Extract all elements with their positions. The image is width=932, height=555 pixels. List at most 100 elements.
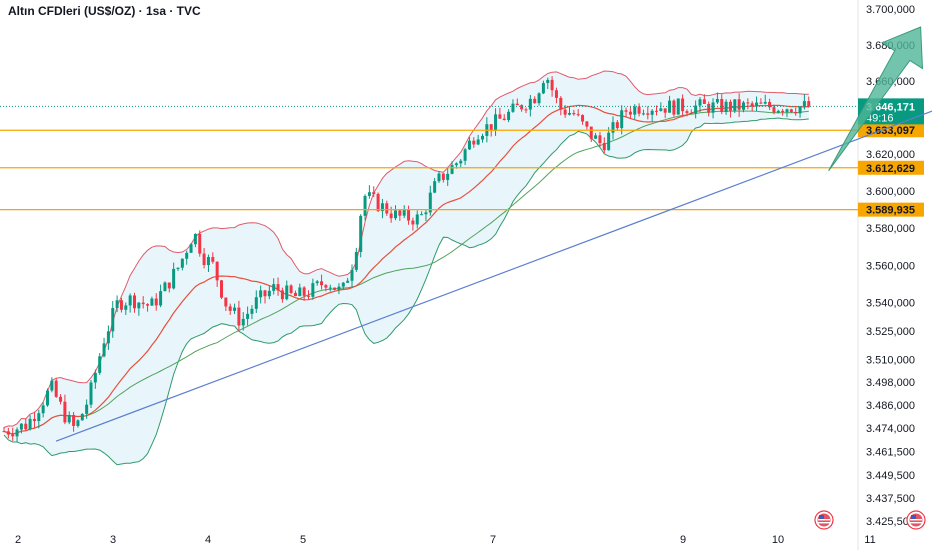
candle-body bbox=[511, 103, 515, 112]
candle bbox=[246, 306, 250, 326]
candle bbox=[124, 302, 128, 315]
candle-body bbox=[559, 97, 563, 110]
candle-body bbox=[407, 209, 411, 221]
candle-body bbox=[728, 101, 732, 111]
candle bbox=[581, 114, 585, 125]
candle bbox=[789, 108, 793, 114]
candle bbox=[11, 427, 15, 441]
candle bbox=[272, 278, 276, 295]
candle-body bbox=[19, 423, 23, 430]
candle bbox=[585, 121, 589, 130]
candle bbox=[385, 200, 389, 216]
candle bbox=[589, 126, 593, 143]
candle bbox=[41, 402, 45, 418]
candle-body bbox=[133, 295, 136, 309]
candle bbox=[572, 109, 576, 116]
candle-body bbox=[385, 203, 389, 214]
candle-body bbox=[537, 93, 541, 104]
candle bbox=[772, 104, 776, 115]
candle-body bbox=[715, 98, 719, 103]
candle-body bbox=[72, 414, 76, 426]
candle-body bbox=[11, 434, 15, 437]
candle bbox=[115, 295, 119, 313]
candle bbox=[794, 107, 798, 116]
level-label-bg bbox=[858, 202, 924, 217]
candle bbox=[763, 94, 767, 105]
candle-body bbox=[350, 269, 354, 281]
candle-body bbox=[250, 308, 254, 314]
event-marker-stripe bbox=[910, 522, 922, 524]
candle bbox=[54, 378, 58, 399]
candle bbox=[637, 103, 641, 117]
x-tick-label: 9 bbox=[680, 534, 686, 546]
candle bbox=[663, 108, 667, 119]
candle-body bbox=[46, 390, 49, 406]
candle-body bbox=[607, 132, 611, 151]
candle bbox=[6, 427, 10, 439]
candle-body bbox=[641, 113, 645, 115]
y-tick-label: 3.580,000 bbox=[866, 223, 915, 235]
bollinger-band-fill bbox=[4, 71, 809, 465]
candle-body bbox=[685, 111, 689, 113]
candle-body bbox=[346, 280, 350, 283]
candle bbox=[367, 185, 371, 199]
candle-body bbox=[228, 306, 232, 311]
candle bbox=[759, 98, 763, 104]
candle bbox=[228, 303, 232, 315]
candle-body bbox=[446, 173, 450, 180]
candle bbox=[80, 413, 84, 421]
candle-body bbox=[394, 210, 397, 219]
candle-body bbox=[63, 401, 67, 423]
candle bbox=[250, 305, 254, 320]
candle-body bbox=[794, 111, 798, 114]
y-tick-label: 3.510,000 bbox=[866, 354, 915, 366]
level-label: 3.633,097 bbox=[866, 125, 915, 137]
candle-body bbox=[763, 101, 767, 104]
candle bbox=[198, 230, 202, 257]
candle bbox=[346, 277, 350, 283]
candle bbox=[494, 108, 498, 136]
candle bbox=[324, 283, 328, 292]
candle bbox=[576, 109, 580, 117]
candle-body bbox=[620, 110, 624, 129]
candle-body bbox=[320, 281, 324, 286]
candle bbox=[546, 77, 550, 89]
candle bbox=[407, 205, 411, 225]
candle bbox=[537, 92, 541, 106]
candle bbox=[655, 105, 658, 116]
bollinger-upper-line bbox=[3, 70, 809, 428]
candle-body bbox=[585, 121, 589, 127]
current-price-countdown: 49:16 bbox=[866, 112, 894, 124]
candle-body bbox=[267, 290, 271, 297]
candle-body bbox=[411, 220, 415, 225]
candle-body bbox=[67, 414, 71, 423]
candle bbox=[280, 287, 284, 303]
candle-body bbox=[659, 108, 663, 111]
candle-body bbox=[285, 285, 289, 300]
candle-body bbox=[437, 173, 441, 182]
candle bbox=[163, 281, 167, 292]
candle bbox=[2, 426, 6, 433]
candle-body bbox=[324, 285, 328, 288]
candle bbox=[298, 283, 302, 297]
candle-body bbox=[441, 173, 445, 180]
candle bbox=[72, 411, 76, 432]
candle bbox=[119, 297, 123, 313]
candle bbox=[394, 205, 397, 221]
moving-average-fast bbox=[3, 104, 809, 435]
candle bbox=[598, 132, 602, 148]
candle bbox=[685, 109, 689, 117]
candle bbox=[633, 104, 637, 120]
candle-body bbox=[254, 297, 258, 309]
y-tick-label: 3.540,000 bbox=[866, 298, 915, 310]
candle-body bbox=[372, 192, 376, 194]
x-tick-label: 2 bbox=[15, 534, 21, 546]
candle-body bbox=[376, 193, 380, 212]
candle bbox=[350, 264, 354, 288]
candle bbox=[211, 252, 215, 264]
candle-body bbox=[32, 418, 36, 422]
candle bbox=[620, 105, 624, 135]
candle bbox=[459, 159, 463, 168]
